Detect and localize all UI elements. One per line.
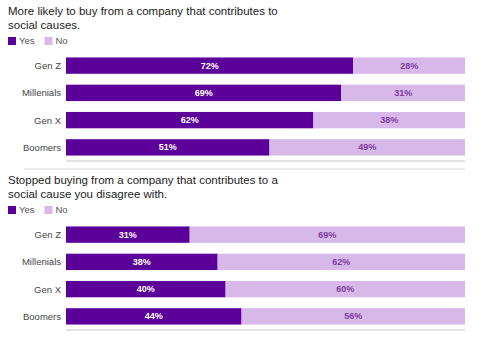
category-label: Boomers (23, 311, 61, 322)
data-label: 28% (400, 61, 418, 71)
chart-panel: More likely to buy from a company that c… (8, 5, 465, 161)
bar (353, 57, 465, 73)
bar (66, 281, 226, 297)
bar (66, 85, 341, 101)
bar (190, 226, 465, 242)
divider (24, 169, 465, 170)
bar (66, 57, 353, 73)
data-label: 62% (332, 257, 350, 267)
data-label: 72% (201, 61, 219, 71)
category-label: Gen Z (35, 60, 62, 71)
legend-label: No (56, 35, 68, 46)
data-label: 69% (195, 88, 213, 98)
data-label: 38% (380, 115, 398, 125)
bar (341, 85, 465, 101)
bar (66, 308, 242, 324)
x-axis-line (66, 330, 465, 331)
bars (66, 226, 465, 324)
data-label: 51% (159, 142, 177, 152)
bar (66, 112, 313, 128)
legend: Yes No (8, 35, 68, 46)
category-label: Millenials (22, 87, 61, 98)
legend-label: Yes (19, 204, 35, 215)
category-label: Gen X (34, 115, 62, 126)
legend-swatch (45, 37, 53, 45)
data-label: 31% (394, 88, 412, 98)
data-label: 31% (119, 230, 137, 240)
legend-label: Yes (19, 35, 35, 46)
category-label: Gen Z (35, 229, 62, 240)
bar (226, 281, 465, 297)
bar (66, 139, 269, 155)
bar (269, 139, 465, 155)
bars (66, 57, 465, 155)
data-label: 44% (145, 311, 163, 321)
legend-swatch (8, 206, 16, 214)
x-axis-line (66, 161, 465, 162)
data-label: 56% (344, 311, 362, 321)
data-label: 38% (133, 257, 151, 267)
data-labels: 31% 69% 38% 62% 40% 60% 44% 56% (119, 230, 362, 322)
data-label: 62% (181, 115, 199, 125)
category-label: Boomers (23, 142, 61, 153)
chart-title: More likely to buy from a company that c… (8, 5, 278, 31)
data-label: 69% (318, 230, 336, 240)
chart-panel: Stopped buying from a company that contr… (8, 174, 465, 330)
bar (313, 112, 465, 128)
category-label: Gen X (34, 284, 62, 295)
bar (242, 308, 465, 324)
data-label: 49% (358, 142, 376, 152)
data-label: 60% (336, 284, 354, 294)
bar (66, 226, 190, 242)
chart-title: Stopped buying from a company that contr… (8, 174, 278, 200)
data-label: 40% (137, 284, 155, 294)
bar (218, 254, 465, 270)
legend-label: No (56, 204, 68, 215)
legend-swatch (45, 206, 53, 214)
data-labels: 72% 28% 69% 31% 62% 38% 51% 49% (159, 61, 418, 153)
legend-swatch (8, 37, 16, 45)
bar (66, 254, 218, 270)
category-label: Millenials (22, 256, 61, 267)
chart-root: More likely to buy from a company that c… (0, 0, 479, 338)
legend: Yes No (8, 204, 68, 215)
